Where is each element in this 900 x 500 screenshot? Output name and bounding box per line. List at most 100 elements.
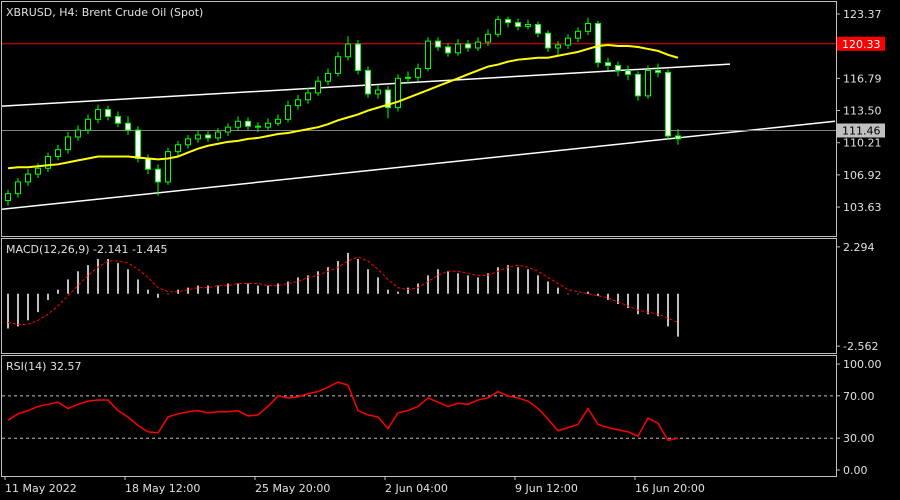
price-label: 111.46 [842,124,881,137]
y-tick-label: -2.562 [843,340,878,353]
candle-body [45,156,51,169]
candle-body [545,32,551,49]
candle-body [675,135,681,140]
y-tick-label: 30.00 [843,432,875,445]
histogram-bar [237,283,239,294]
histogram-bar [147,289,149,294]
candle-body [395,77,401,109]
candle-body [315,80,321,94]
histogram-bar [437,269,439,294]
histogram-bar [207,285,209,294]
histogram-bar [577,293,579,295]
histogram-bar [617,293,619,304]
candle-body [185,138,191,146]
histogram-bar [607,293,609,300]
histogram-bar [637,293,639,315]
y-tick-label: 2.294 [843,241,875,254]
candle-body [485,33,491,43]
candle-body [65,136,71,151]
histogram-bar [117,263,119,294]
candle-body [155,168,161,183]
histogram-bar [67,279,69,294]
candle-body [375,89,381,95]
histogram-bar [467,275,469,294]
histogram-bar [587,291,589,294]
candle-body [385,89,391,109]
candle-body [515,22,521,27]
price-label-box [837,123,885,138]
candle-body [645,69,651,97]
candle-body [405,76,411,79]
candle-body [275,118,281,124]
histogram-bar [357,259,359,294]
macd-panel-frame [1,238,837,354]
candle-body [575,30,581,39]
histogram-bar [57,289,59,294]
candle-body [605,62,611,67]
histogram-bar [197,285,199,294]
signal-line [7,256,679,325]
histogram-bar [97,259,99,294]
y-tick-label: 116.79 [843,72,882,85]
histogram-bar [347,252,349,294]
histogram-bar [557,287,559,294]
histogram-bar [127,269,129,294]
histogram-bar [227,283,229,294]
candle-body [625,69,631,75]
histogram-bar [187,287,189,294]
histogram-bar [537,275,539,294]
histogram-bar [47,293,49,300]
histogram-bar [547,281,549,294]
histogram-bar [177,289,179,294]
candle-body [205,134,211,139]
candle-body [655,69,661,73]
histogram-bar [407,287,409,294]
candle-body [145,157,151,170]
histogram-bar [417,283,419,294]
rsi-panel-frame [1,355,837,477]
candle-body [595,23,601,64]
x-tick-label: 18 May 12:00 [125,482,200,495]
histogram-bar [327,267,329,294]
histogram-bar [627,293,629,309]
candle-body [355,43,361,71]
candle-body [475,41,481,49]
candle-body [445,46,451,54]
candle-body [505,19,511,24]
histogram-bar [597,293,599,296]
rsi-line [7,381,679,442]
candle-body [455,43,461,54]
candle-body [235,120,241,128]
price-label: 120.33 [842,38,881,51]
candle-body [255,125,261,128]
trend-line [1,120,836,211]
y-tick-label: 113.50 [843,105,882,118]
histogram-bar [657,293,659,317]
histogram-bar [487,273,489,294]
candle-body [55,149,61,158]
candle-body [335,56,341,74]
candle-body [25,173,31,183]
histogram-bar [167,293,169,295]
candle-body [225,126,231,133]
histogram-bar [427,275,429,294]
histogram-bar [7,293,9,329]
candle-body [85,118,91,131]
histogram-bar [287,281,289,294]
candle-body [245,120,251,127]
candle-body [295,99,301,107]
candle-body [285,105,291,120]
histogram-bar [337,261,339,294]
candle-body [215,131,221,139]
y-tick-label: 0.00 [843,464,868,477]
histogram-bar [517,267,519,294]
histogram-bar [567,293,569,295]
price-label-box [837,36,885,51]
y-tick-label: 70.00 [843,390,875,403]
panel-title: MACD(12,26,9) -2.141 -1.445 [6,243,167,256]
candle-body [465,43,471,49]
histogram-bar [667,293,669,327]
y-tick-label: 110.21 [843,137,882,150]
